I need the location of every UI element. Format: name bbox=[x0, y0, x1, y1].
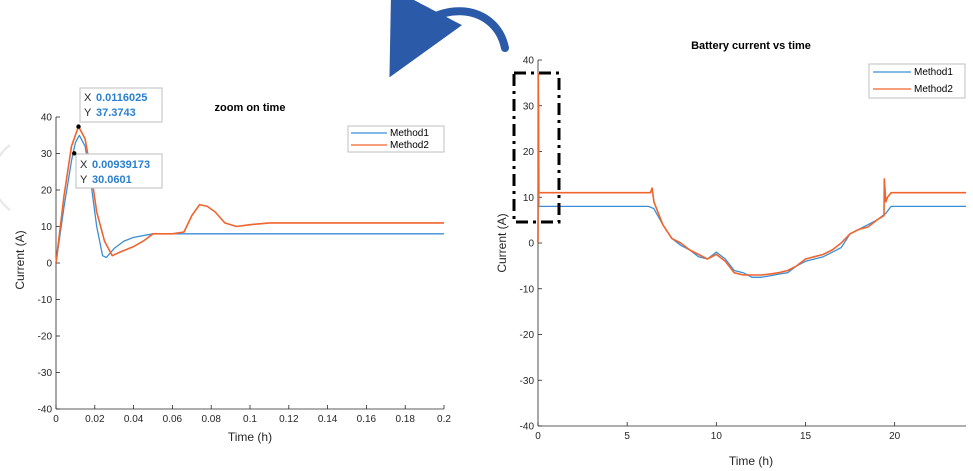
zoom-chart-ytick-label: -20 bbox=[38, 332, 53, 343]
datatip-second-x-value: 0.00939173 bbox=[92, 159, 150, 171]
zoom-chart-xlabel: Time (h) bbox=[228, 430, 272, 444]
legend-label-method2: Method2 bbox=[914, 84, 953, 95]
battery-chart-xtick-label: 20 bbox=[889, 431, 901, 442]
zoom-chart-ylabel: Current (A) bbox=[13, 230, 27, 289]
zoom-chart-xtick-label: 0.04 bbox=[124, 414, 144, 425]
datatip-marker bbox=[76, 124, 81, 129]
zoom-chart-xtick-label: 0.06 bbox=[163, 414, 183, 425]
zoom-chart-xtick-label: 0.1 bbox=[243, 414, 257, 425]
battery-chart-ytick-label: 0 bbox=[528, 239, 534, 250]
zoom-chart-xtick-label: 0.14 bbox=[318, 414, 338, 425]
datatip-second[interactable]: X 0.00939173 Y 30.0601 bbox=[75, 153, 163, 189]
zoom-chart-ytick-label: 0 bbox=[46, 259, 52, 270]
datatip-peak-x-value: 0.0116025 bbox=[96, 92, 147, 104]
zoom-chart-legend: Method1 Method2 bbox=[347, 125, 445, 153]
zoom-chart-xtick-label: 0.12 bbox=[279, 414, 299, 425]
battery-chart-xtick-label: 0 bbox=[535, 431, 541, 442]
battery-chart-ytick-label: 30 bbox=[523, 101, 535, 112]
zoom-chart-series-method1 bbox=[55, 134, 444, 264]
battery-chart-ytick-label: -30 bbox=[520, 376, 535, 387]
datatip-markers bbox=[72, 124, 81, 156]
zoom-chart-xtick-label: 0.2 bbox=[437, 414, 451, 425]
zoom-chart-ytick-label: 20 bbox=[41, 186, 53, 197]
zoom-chart-ytick-label: -30 bbox=[38, 368, 53, 379]
battery-chart-xtick-label: 5 bbox=[624, 431, 630, 442]
zoom-chart-series-method2 bbox=[55, 125, 444, 264]
battery-chart-series-method1 bbox=[537, 105, 966, 278]
datatip-second-x-label: X bbox=[80, 159, 88, 171]
battery-chart-legend: Method1 Method2 bbox=[868, 63, 966, 99]
battery-chart-ytick-label: -40 bbox=[520, 422, 535, 433]
zoom-chart: -40 -30 -20 -10 0 10 20 30 40 0 0.02 0.04 0.06 0.08 0.… bbox=[13, 87, 452, 444]
battery-chart-axes: -40 -30 -20 -10 0 10 20 30 40 0 5 10 15 20 bbox=[520, 56, 966, 442]
curved-arrow-icon bbox=[389, 0, 509, 78]
zoom-chart-ytick-label: 40 bbox=[41, 113, 53, 124]
datatip-peak-y-value: 37.3743 bbox=[96, 107, 136, 119]
datatip-second-y-label: Y bbox=[80, 174, 88, 186]
zoom-chart-ytick-label: -40 bbox=[38, 405, 53, 416]
legend-label-method2: Method2 bbox=[390, 140, 429, 151]
battery-chart-ylabel: Current (A) bbox=[495, 213, 509, 272]
zoom-chart-xtick-label: 0.02 bbox=[85, 414, 105, 425]
decorative-circle bbox=[0, 144, 11, 211]
zoom-region-box bbox=[512, 71, 561, 224]
legend-label-method1: Method1 bbox=[914, 67, 953, 78]
zoom-chart-xtick-label: 0.18 bbox=[395, 414, 415, 425]
battery-chart-ytick-label: -10 bbox=[520, 284, 535, 295]
zoom-chart-lines bbox=[55, 125, 444, 264]
zoom-chart-axes: -40 -30 -20 -10 0 10 20 30 40 0 0.02 0.04 0.06 0.08 0.… bbox=[38, 113, 452, 426]
zoom-chart-ytick-label: 10 bbox=[41, 222, 53, 233]
battery-chart-xtick-label: 10 bbox=[711, 431, 723, 442]
battery-chart-ytick-label: 10 bbox=[523, 193, 535, 204]
battery-chart-series-method2 bbox=[537, 72, 966, 276]
battery-chart-ytick-label: -20 bbox=[520, 330, 535, 341]
battery-chart-title: Battery current vs time bbox=[691, 40, 811, 52]
datatip-peak[interactable]: X 0.0116025 Y 37.3743 bbox=[79, 87, 163, 123]
battery-chart-xtick-label: 15 bbox=[800, 431, 812, 442]
zoom-chart-xtick-label: 0.08 bbox=[201, 414, 221, 425]
battery-chart-lines bbox=[537, 72, 966, 278]
legend-label-method1: Method1 bbox=[390, 128, 429, 139]
datatip-second-y-value: 30.0601 bbox=[92, 174, 132, 186]
battery-chart-xlabel: Time (h) bbox=[729, 454, 773, 468]
zoom-chart-title: zoom on time bbox=[215, 102, 286, 114]
battery-chart-ytick-label: 20 bbox=[523, 147, 535, 158]
datatip-peak-x-label: X bbox=[84, 92, 92, 104]
zoom-chart-xtick-label: 0.16 bbox=[357, 414, 377, 425]
zoom-chart-ytick-label: 30 bbox=[41, 149, 53, 160]
battery-chart: -40 -30 -20 -10 0 10 20 30 40 0 5 10 15 20 Battery cu… bbox=[495, 40, 966, 468]
battery-chart-ytick-label: 40 bbox=[523, 56, 535, 67]
datatip-peak-y-label: Y bbox=[84, 107, 92, 119]
datatip-marker bbox=[72, 151, 77, 156]
zoom-chart-ytick-label: -10 bbox=[38, 295, 53, 306]
zoom-chart-xtick-label: 0 bbox=[53, 414, 59, 425]
